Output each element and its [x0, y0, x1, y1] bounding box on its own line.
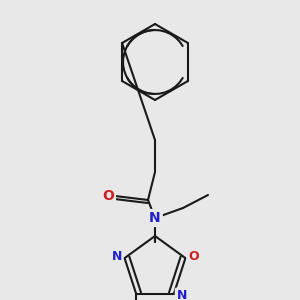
Text: O: O: [188, 250, 199, 262]
Text: N: N: [149, 211, 161, 225]
Text: O: O: [102, 189, 114, 203]
Text: N: N: [177, 290, 187, 300]
Text: N: N: [111, 250, 122, 262]
